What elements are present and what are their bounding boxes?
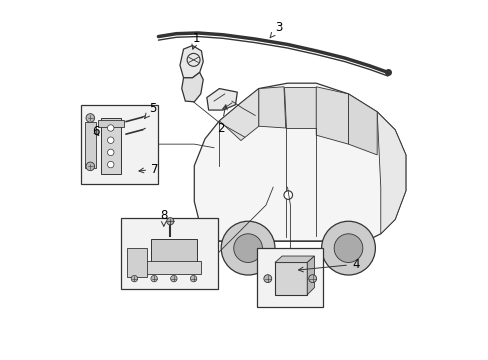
Polygon shape — [219, 89, 258, 140]
Circle shape — [321, 221, 375, 275]
Bar — [121, 218, 217, 289]
Text: 3: 3 — [269, 21, 282, 38]
Text: 5: 5 — [144, 102, 157, 118]
Circle shape — [284, 191, 292, 199]
Text: 4: 4 — [298, 258, 359, 272]
Polygon shape — [206, 89, 237, 110]
Circle shape — [264, 275, 271, 283]
Circle shape — [221, 221, 274, 275]
Text: 7: 7 — [139, 163, 158, 176]
Circle shape — [107, 137, 114, 143]
Polygon shape — [194, 83, 405, 241]
Circle shape — [86, 162, 94, 171]
Text: 8: 8 — [160, 210, 167, 226]
Polygon shape — [258, 87, 285, 128]
Polygon shape — [284, 87, 316, 128]
Circle shape — [170, 275, 177, 282]
Bar — [127, 248, 147, 277]
Bar — [98, 120, 124, 127]
Polygon shape — [180, 45, 203, 78]
Polygon shape — [306, 256, 314, 295]
Polygon shape — [348, 94, 376, 155]
Polygon shape — [274, 256, 314, 262]
Circle shape — [190, 275, 196, 282]
Circle shape — [166, 218, 174, 225]
Bar — [257, 248, 323, 307]
Circle shape — [233, 234, 262, 262]
Bar — [85, 122, 96, 168]
Bar — [274, 262, 306, 295]
Circle shape — [107, 125, 114, 131]
Circle shape — [107, 149, 114, 156]
Bar — [142, 261, 201, 274]
Circle shape — [151, 275, 157, 282]
Text: 6: 6 — [92, 125, 99, 138]
Polygon shape — [316, 87, 348, 144]
Circle shape — [86, 114, 94, 122]
Bar — [101, 118, 121, 174]
Polygon shape — [376, 112, 405, 234]
Polygon shape — [182, 72, 203, 102]
Bar — [150, 239, 197, 262]
Circle shape — [107, 161, 114, 168]
Circle shape — [131, 275, 137, 282]
Circle shape — [333, 234, 362, 262]
Bar — [81, 105, 158, 184]
Circle shape — [308, 275, 316, 283]
Text: 2: 2 — [217, 105, 227, 135]
Text: 1: 1 — [191, 32, 200, 49]
